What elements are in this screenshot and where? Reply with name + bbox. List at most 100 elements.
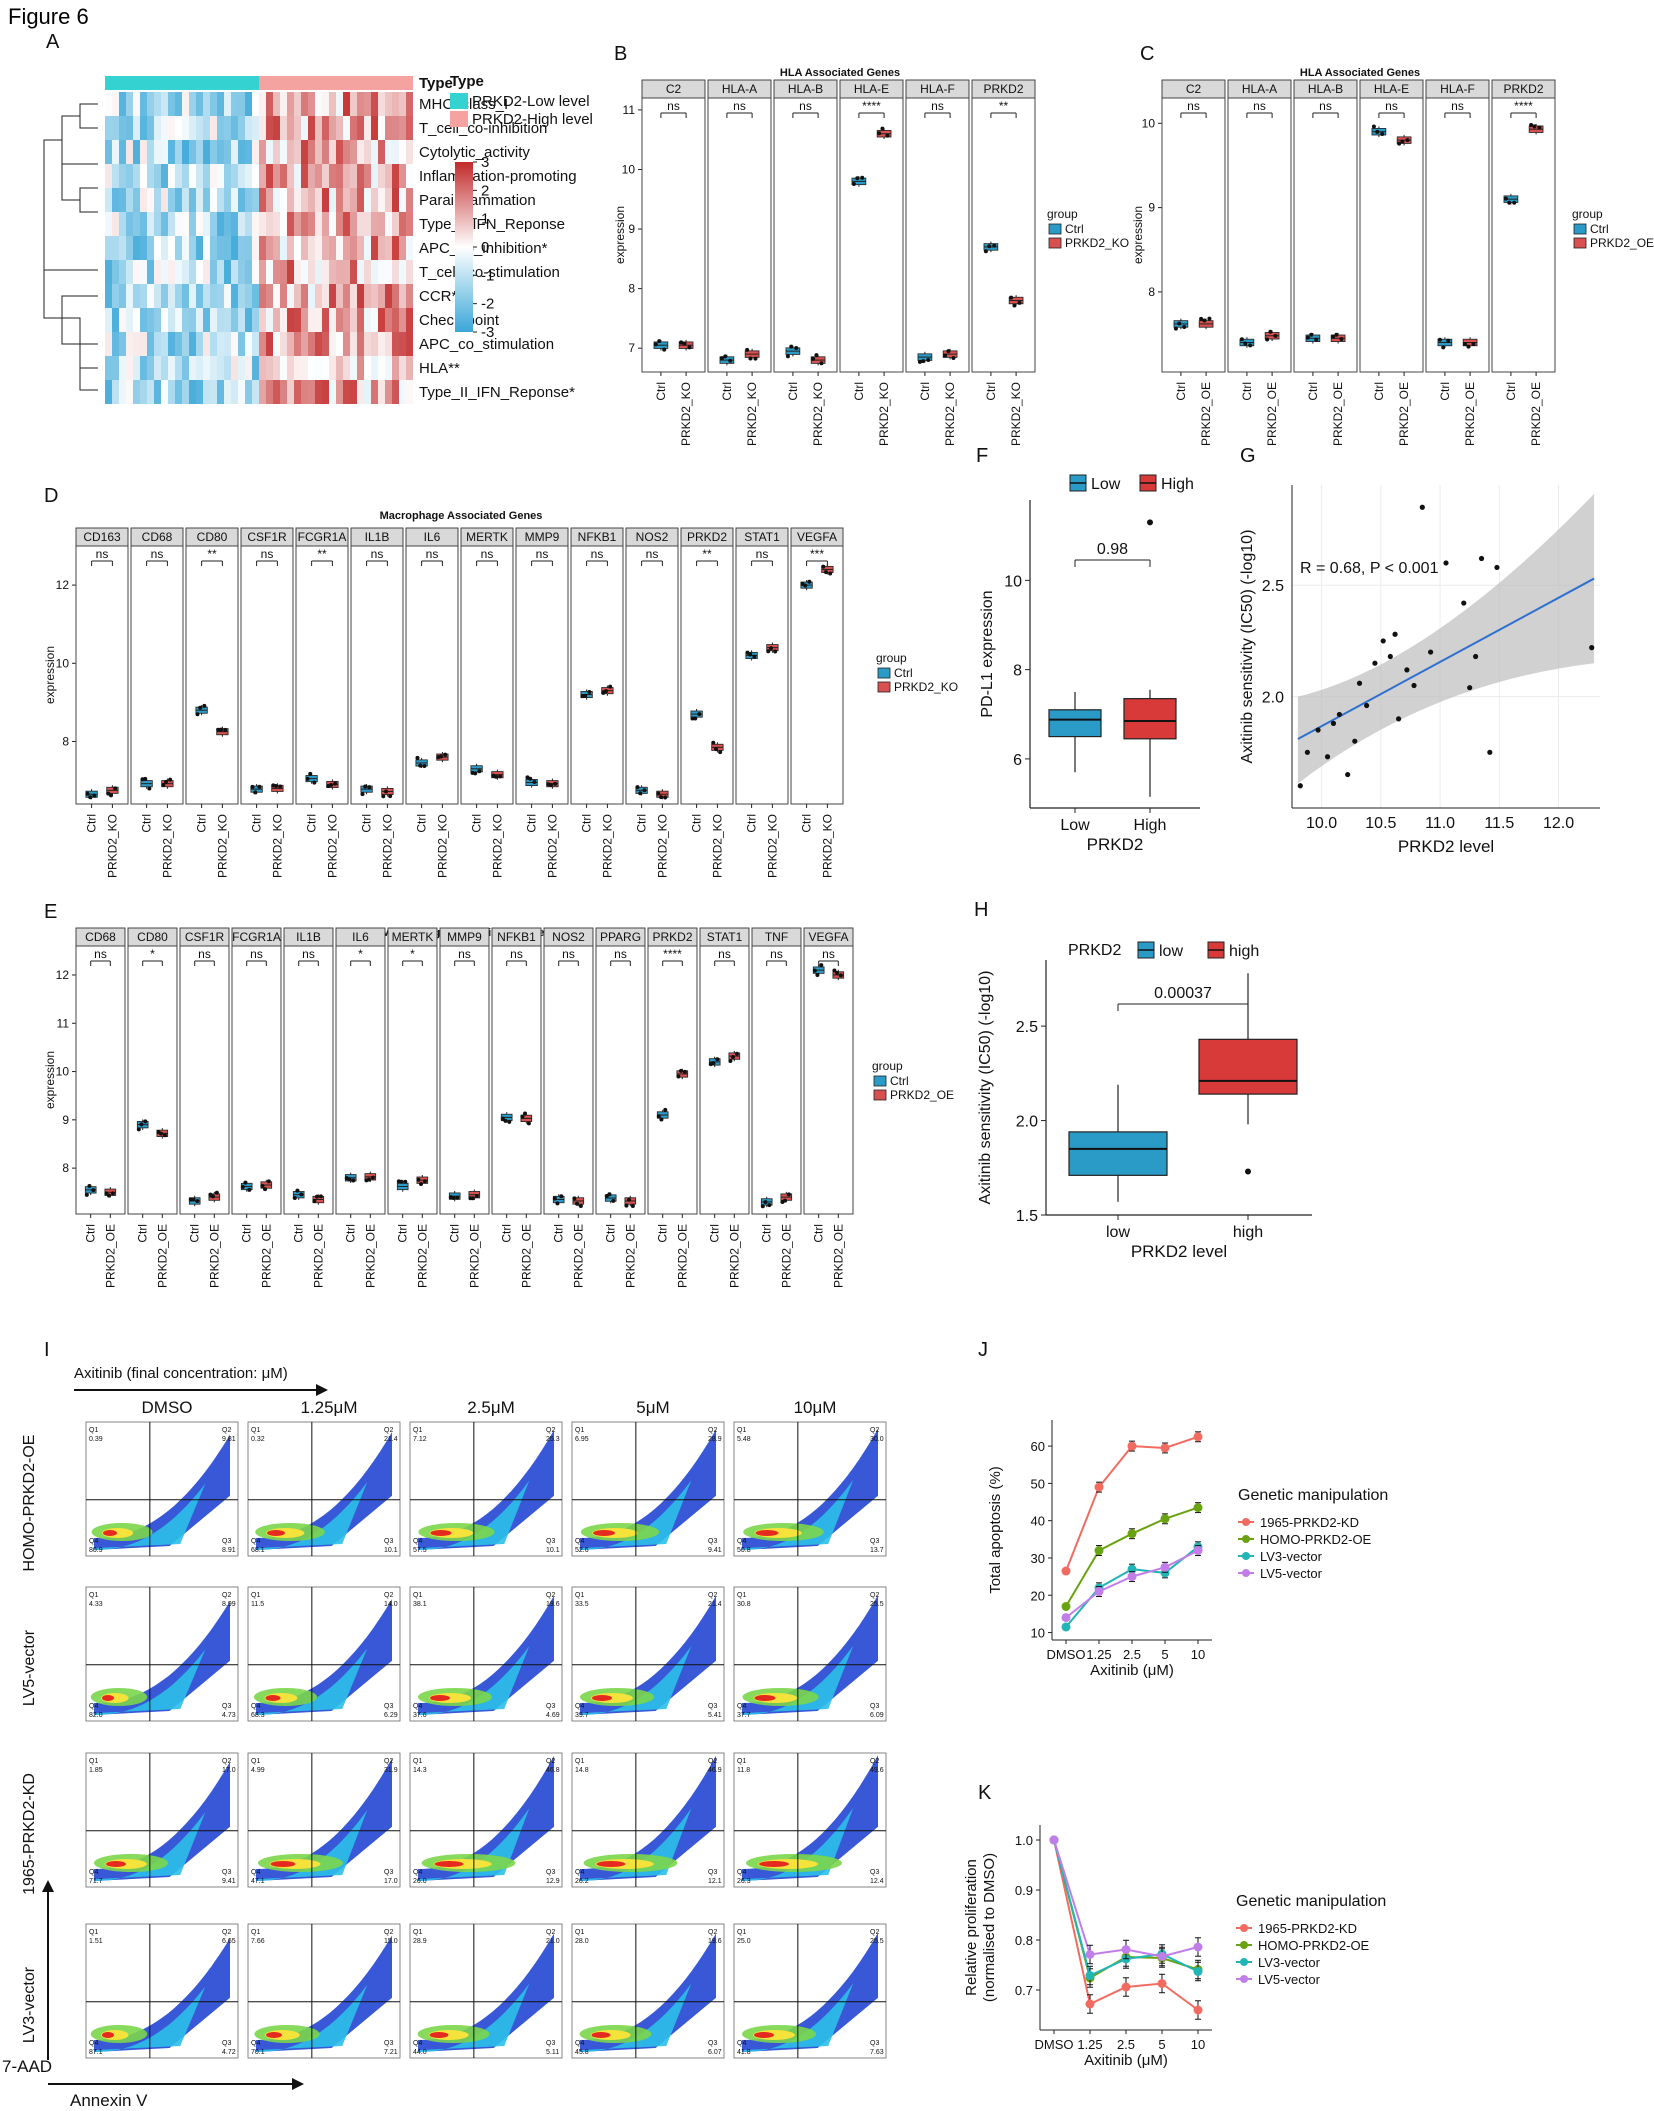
heatmap-cell — [105, 236, 112, 260]
box-point — [384, 789, 389, 794]
heatmap-cell — [119, 116, 126, 140]
heatmap-cell — [315, 212, 322, 236]
heatmap-cell — [280, 116, 287, 140]
facet-legend-title: group — [876, 651, 907, 665]
facet-x-tick-label: PRKD2_OE — [1463, 382, 1477, 446]
heatmap-cell — [147, 140, 154, 164]
box-point — [211, 1194, 216, 1199]
flow-density-mid — [742, 1479, 854, 1550]
heatmap-cell — [266, 260, 273, 284]
heatmap-cell — [266, 356, 273, 380]
heatmap-cell — [168, 164, 175, 188]
box-point — [682, 341, 687, 346]
quadrant-label-q4: Q4 — [413, 1869, 422, 1876]
heatmap-cell — [203, 308, 210, 332]
quadrant-value-q3: 10.1 — [384, 1547, 398, 1554]
quadrant-value-q4: 71.7 — [89, 1878, 103, 1885]
heatmap-cell — [273, 140, 280, 164]
line-point — [1193, 1546, 1203, 1556]
facet-x-tick-label: PRKD2_OE — [779, 1224, 793, 1288]
quadrant-value-q1: 30.8 — [737, 1601, 751, 1608]
facet-strip-label: PRKD2 — [983, 82, 1023, 96]
quadrant-label-q1: Q1 — [413, 1929, 422, 1936]
box-point — [1305, 335, 1310, 340]
heatmap-cell — [301, 380, 308, 404]
signif-label: ** — [317, 547, 327, 561]
heatmap-cell — [315, 284, 322, 308]
heatmap-cell — [371, 380, 378, 404]
box-point — [559, 1194, 564, 1199]
heatmap-cell — [266, 164, 273, 188]
heatmap-cell — [273, 332, 280, 356]
heatmap-cell — [336, 164, 343, 188]
heatmap-cell — [126, 284, 133, 308]
quadrant-label-q1: Q1 — [89, 1929, 98, 1936]
box-point — [274, 783, 279, 788]
box-point — [1529, 122, 1534, 127]
scatter-point — [1467, 685, 1473, 691]
heatmap-cell — [301, 188, 308, 212]
heatmap-cell — [392, 356, 399, 380]
flow-plot: Q1 11.5 Q2 14.0 Q3 6.29 Q4 68.3 — [247, 1586, 401, 1722]
quadrant-value-q3: 12.4 — [870, 1878, 884, 1885]
heatmap-cell — [273, 260, 280, 284]
heatmap-cell — [112, 308, 119, 332]
heatmap-cell — [371, 284, 378, 308]
scatter-point — [1330, 720, 1337, 726]
facet-y-tick-label: 7 — [628, 341, 635, 355]
box-point — [110, 1191, 115, 1196]
heatmap-cell — [385, 212, 392, 236]
heatmap-cell — [266, 140, 273, 164]
heatmap-cell — [378, 236, 385, 260]
facet-legend-swatch-treat — [873, 1089, 887, 1101]
heatmap-cell — [329, 188, 336, 212]
quadrant-value-q4: 70.1 — [251, 2049, 265, 2056]
line-legend-title: Genetic manipulation — [1236, 1893, 1386, 1910]
heatmap-cell — [168, 188, 175, 212]
quadrant-label-q3: Q3 — [546, 2040, 555, 2047]
heatmap-cell — [343, 260, 350, 284]
facet-panel — [350, 545, 404, 805]
facet-x-tick-label: PRKD2_OE — [571, 1224, 585, 1288]
heatmap-cell — [350, 380, 357, 404]
facet-x-tick-label: PRKD2_OE — [311, 1224, 325, 1288]
heatmap-cell — [357, 308, 364, 332]
box-point — [295, 1188, 300, 1193]
flow-density-mid — [94, 1649, 206, 1715]
facet-x-tick-label: Ctrl — [690, 814, 704, 833]
box-point — [718, 750, 723, 755]
quadrant-value-q2: 31.9 — [384, 1767, 398, 1774]
facet-strip-label: IL1B — [365, 530, 390, 544]
box-point — [422, 764, 427, 769]
line-point — [1127, 1441, 1137, 1451]
heatmap-cell — [112, 212, 119, 236]
heatmap-cell — [245, 284, 252, 308]
quadrant-label-q1: Q1 — [89, 1592, 98, 1599]
signif-label: ns — [198, 947, 211, 961]
scatter-point — [1494, 564, 1500, 571]
line-x-tick-label: 10 — [1191, 2037, 1205, 2052]
heatmap-cell — [224, 260, 231, 284]
quadrant-label-q3: Q3 — [870, 1869, 879, 1876]
heatmap-cell — [217, 284, 224, 308]
line-y-tick-label: 0.9 — [1015, 1883, 1033, 1898]
panel-f: F 6 8 10 Low High 0.98 PRKD2 PD-L1 expression Low… — [976, 445, 1200, 854]
facet-x-tick-label: Ctrl — [448, 1224, 462, 1243]
box-point — [1371, 124, 1376, 129]
heatmap-cell — [224, 212, 231, 236]
heatmap-cell — [364, 308, 371, 332]
box-point — [656, 791, 661, 796]
box-point — [136, 1127, 141, 1132]
heatmap-cell — [147, 284, 154, 308]
quadrant-value-q2: 46.9 — [708, 1767, 722, 1774]
facet-x-tick-label: PRKD2_KO — [160, 814, 174, 878]
flow-density-mid — [580, 1983, 692, 2052]
quadrant-label-q1: Q1 — [251, 1427, 260, 1434]
facet-panel — [460, 545, 514, 805]
facet-y-tick-label: 9 — [62, 1113, 69, 1127]
signif-label: * — [150, 947, 155, 961]
flow-density-outer — [256, 1935, 392, 2052]
heatmap-cell — [154, 284, 161, 308]
facet-y-label: expression — [1131, 206, 1145, 264]
heatmap-cell — [112, 236, 119, 260]
